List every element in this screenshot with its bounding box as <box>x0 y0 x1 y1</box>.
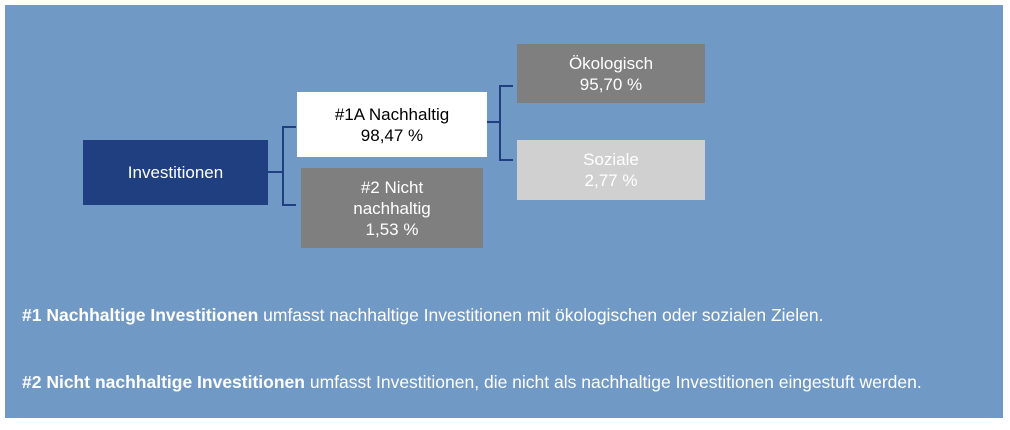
node-label: Soziale <box>583 150 639 169</box>
node-investitionen: Investitionen <box>83 140 268 205</box>
node-label: #1A Nachhaltig <box>334 104 450 124</box>
node-nachhaltig: #1A Nachhaltig 98,47 % <box>297 92 487 157</box>
node-label: 1,53 % <box>365 219 419 239</box>
node-label: 95,70 % <box>579 74 643 94</box>
note: #1 Nachhaltige Investitionen umfasst nac… <box>22 304 972 327</box>
note-text: umfasst nachhaltige Investitionen mit ök… <box>258 305 824 325</box>
note-term: #1 Nachhaltige Investitionen <box>22 305 259 325</box>
bracket <box>268 126 296 206</box>
node-label: #2 Nicht <box>360 177 424 197</box>
note-text: umfasst Investitionen, die nicht als nac… <box>304 372 922 392</box>
note-term: #2 Nicht nachhaltige Investitionen <box>22 372 305 392</box>
background-panel <box>5 5 1003 418</box>
node-label: 98,47 % <box>360 125 424 145</box>
node-label: Ökologisch <box>568 53 654 73</box>
node-oekologisch: Ökologisch 95,70 % <box>517 44 705 103</box>
node-label: 2,77 % <box>584 171 638 190</box>
node-label: nachhaltig <box>353 198 431 218</box>
bracket <box>487 85 513 161</box>
node-soziale: Soziale 2,77 % <box>517 140 705 200</box>
node-label: Investitionen <box>127 163 224 182</box>
node-nicht-nachhaltig: #2 Nicht nachhaltig 1,53 % <box>301 168 483 248</box>
note: #2 Nicht nachhaltige Investitionen umfas… <box>22 371 972 394</box>
